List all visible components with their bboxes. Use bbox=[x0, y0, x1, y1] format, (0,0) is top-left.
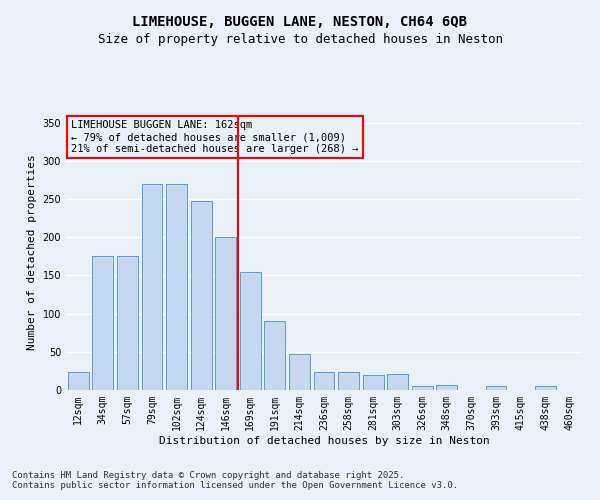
Bar bbox=[436, 384, 457, 390]
Bar bbox=[215, 237, 236, 390]
Bar bbox=[191, 200, 212, 390]
Bar bbox=[485, 386, 506, 390]
X-axis label: Distribution of detached houses by size in Neston: Distribution of detached houses by size … bbox=[158, 436, 490, 446]
Bar bbox=[387, 374, 408, 390]
Bar bbox=[240, 272, 261, 390]
Bar bbox=[338, 372, 359, 390]
Bar bbox=[289, 354, 310, 390]
Bar bbox=[117, 256, 138, 390]
Bar bbox=[92, 256, 113, 390]
Text: Contains HM Land Registry data © Crown copyright and database right 2025.
Contai: Contains HM Land Registry data © Crown c… bbox=[12, 470, 458, 490]
Bar bbox=[535, 386, 556, 390]
Bar bbox=[166, 184, 187, 390]
Text: LIMEHOUSE, BUGGEN LANE, NESTON, CH64 6QB: LIMEHOUSE, BUGGEN LANE, NESTON, CH64 6QB bbox=[133, 15, 467, 29]
Bar bbox=[68, 372, 89, 390]
Bar bbox=[412, 386, 433, 390]
Bar bbox=[362, 374, 383, 390]
Bar bbox=[265, 322, 286, 390]
Bar bbox=[142, 184, 163, 390]
Text: Size of property relative to detached houses in Neston: Size of property relative to detached ho… bbox=[97, 32, 503, 46]
Text: LIMEHOUSE BUGGEN LANE: 162sqm
← 79% of detached houses are smaller (1,009)
21% o: LIMEHOUSE BUGGEN LANE: 162sqm ← 79% of d… bbox=[71, 120, 359, 154]
Bar bbox=[314, 372, 334, 390]
Y-axis label: Number of detached properties: Number of detached properties bbox=[27, 154, 37, 350]
